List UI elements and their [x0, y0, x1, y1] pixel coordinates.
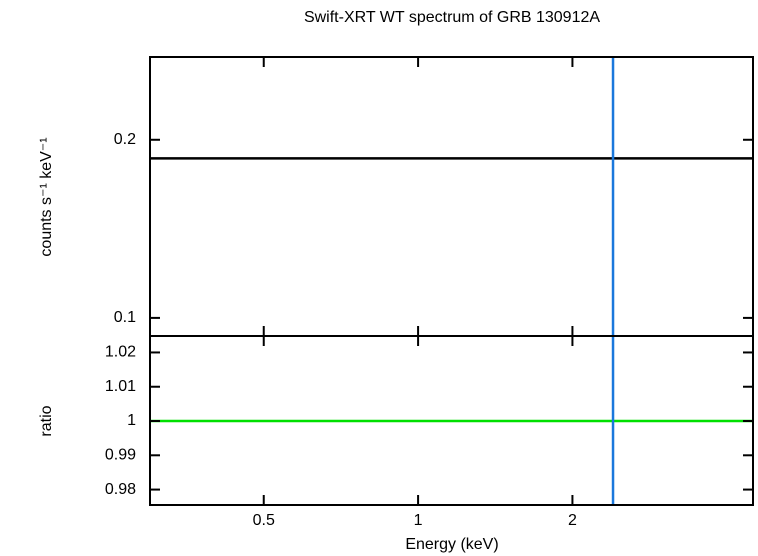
- y-axis-label: counts s⁻¹ keV⁻¹: [38, 137, 55, 256]
- y-tick-label: 0.2: [114, 131, 136, 148]
- y-tick-label: 1.01: [105, 378, 136, 395]
- x-tick-label: 2: [568, 512, 577, 529]
- y-tick-label: 0.1: [114, 309, 136, 326]
- x-axis-label: Energy (keV): [405, 536, 498, 553]
- y-axis-label: ratio: [38, 405, 55, 436]
- y-tick-label: 0.99: [105, 447, 136, 464]
- x-tick-label: 1: [414, 512, 423, 529]
- y-tick-label: 1.02: [105, 344, 136, 361]
- x-tick-label: 0.5: [253, 512, 275, 529]
- plot-frame: [149, 335, 754, 506]
- y-tick-label: 0.98: [105, 481, 136, 498]
- y-tick-label: 1: [127, 412, 136, 429]
- plot-frame: [149, 56, 754, 337]
- chart-title: Swift-XRT WT spectrum of GRB 130912A: [304, 9, 600, 26]
